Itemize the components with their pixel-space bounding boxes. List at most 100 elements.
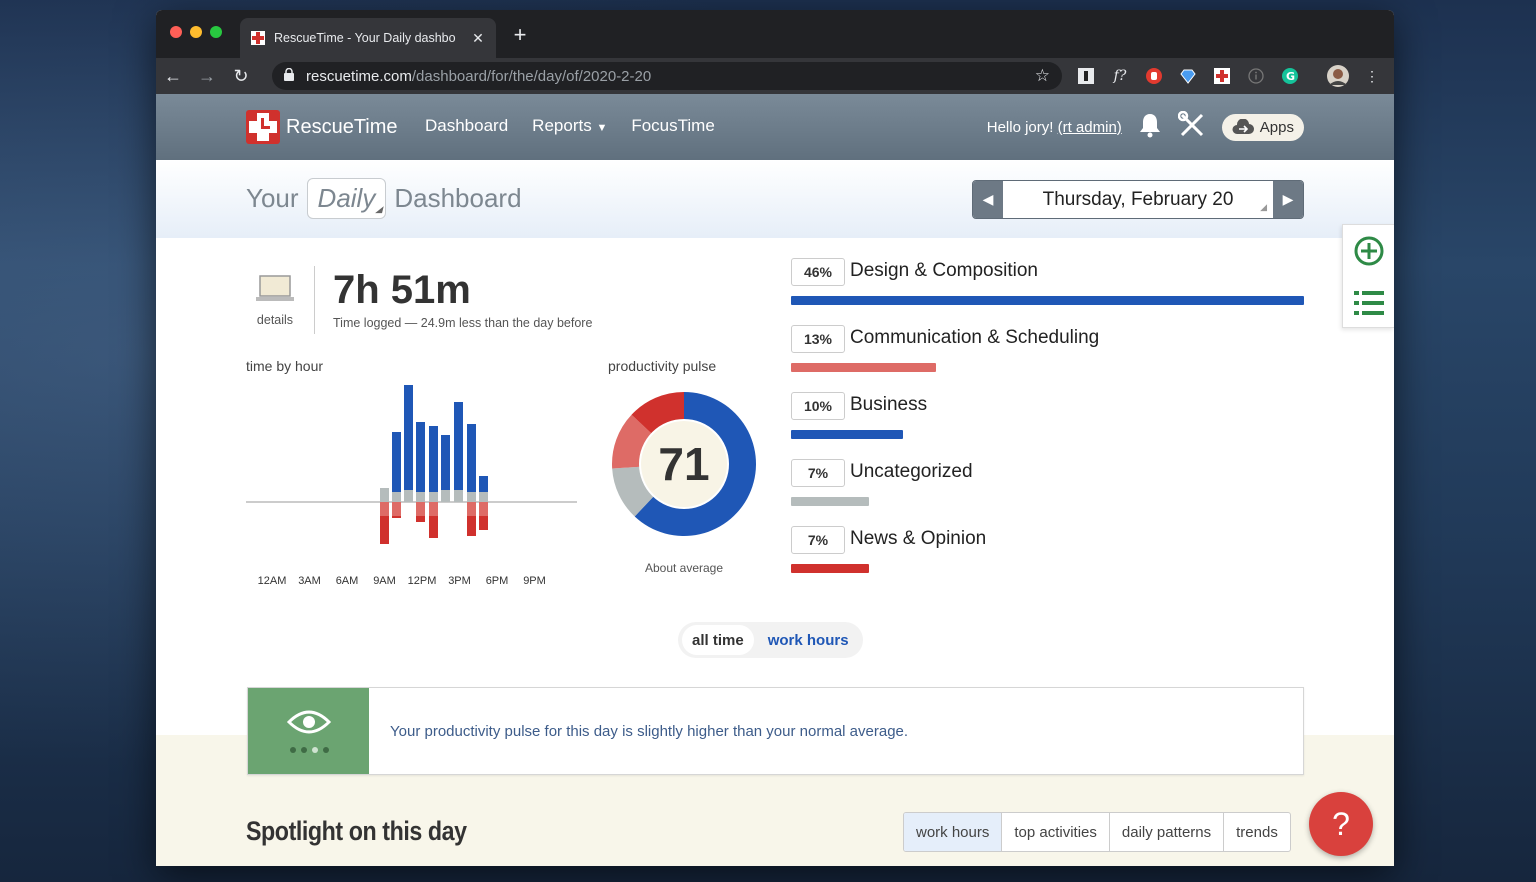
period-selector[interactable]: Daily ◢ <box>306 178 387 219</box>
instapaper-extension-icon[interactable] <box>1074 64 1098 88</box>
back-icon[interactable]: ← <box>164 65 182 86</box>
distracting-segment <box>479 502 488 516</box>
formula-extension-icon[interactable]: f? <box>1113 68 1127 84</box>
browser-window: RescueTime - Your Daily dashbo ✕ + ← → ↻… <box>156 10 1394 866</box>
nav-dashboard[interactable]: Dashboard <box>425 116 509 135</box>
next-day-button[interactable]: ▶ <box>1273 181 1303 218</box>
header-right: Hello jory! (rt admin) Apps <box>987 110 1304 143</box>
category-row[interactable]: 7% Uncategorized <box>791 457 1304 524</box>
hour-bar[interactable] <box>467 424 476 536</box>
corner-triangle-icon: ◢ <box>1260 202 1267 212</box>
new-tab-button[interactable]: + <box>513 22 527 47</box>
maximize-window-button[interactable] <box>210 26 222 38</box>
details-button[interactable]: details <box>246 266 304 334</box>
hour-bar[interactable] <box>392 432 401 518</box>
hour-tick-label: 9PM <box>523 575 546 587</box>
hour-bar[interactable] <box>429 426 438 538</box>
nav-reports-label: Reports <box>532 116 592 135</box>
list-view-button[interactable] <box>1343 277 1394 329</box>
neutral-segment <box>429 492 438 502</box>
browser-tab[interactable]: RescueTime - Your Daily dashbo ✕ <box>240 18 496 58</box>
nav-focustime[interactable]: FocusTime <box>631 116 715 135</box>
carousel-dots-icon[interactable] <box>288 745 330 755</box>
all-time-option[interactable]: all time <box>682 625 754 655</box>
category-row[interactable]: 13% Communication & Scheduling <box>791 323 1304 390</box>
tools-icon[interactable] <box>1177 110 1206 143</box>
info-extension-icon[interactable] <box>1244 64 1268 88</box>
browser-menu-icon[interactable]: ⋮ <box>1365 67 1379 84</box>
tab-close-icon[interactable]: ✕ <box>472 29 484 46</box>
category-row[interactable]: 7% News & Opinion <box>791 524 1304 591</box>
category-row[interactable]: 10% Business <box>791 390 1304 457</box>
hour-tick-label: 3AM <box>298 575 321 587</box>
category-name[interactable]: Communication & Scheduling <box>850 327 1100 348</box>
hour-bar[interactable] <box>441 435 450 502</box>
pulse-segment <box>634 392 756 536</box>
category-row[interactable]: 46% Design & Composition <box>791 256 1304 323</box>
pulse-segment <box>612 414 652 469</box>
hour-bar[interactable] <box>479 476 488 530</box>
previous-day-button[interactable]: ◀ <box>973 181 1003 218</box>
hour-bar[interactable] <box>454 402 463 502</box>
category-percent: 13% <box>791 325 845 353</box>
category-name[interactable]: Business <box>850 394 928 415</box>
productivity-pulse-caption: About average <box>644 561 724 575</box>
spotlight-tab-daily-patterns[interactable]: daily patterns <box>1110 813 1225 851</box>
add-offline-time-button[interactable] <box>1343 225 1394 277</box>
hour-bar[interactable] <box>416 422 425 522</box>
work-hours-option[interactable]: work hours <box>767 631 849 649</box>
list-icon <box>1353 291 1384 315</box>
admin-link[interactable]: (rt admin) <box>1057 118 1122 136</box>
app-header: RescueTime Dashboard Reports ▼ FocusTime… <box>156 94 1394 160</box>
url-path: /dashboard/for/the/day/of/2020-2-20 <box>411 67 652 85</box>
period-label: Daily <box>317 183 376 213</box>
hour-bar[interactable] <box>404 385 413 502</box>
rescuetime-extension-icon[interactable] <box>1210 64 1234 88</box>
spotlight-tab-work-hours[interactable]: work hours <box>904 813 1003 851</box>
insight-card: Your productivity pulse for this day is … <box>247 687 1304 775</box>
title-prefix: Your <box>246 183 299 213</box>
category-name[interactable]: News & Opinion <box>850 528 987 549</box>
category-name[interactable]: Uncategorized <box>850 461 973 482</box>
bell-icon[interactable] <box>1138 112 1162 142</box>
very-distracting-segment <box>416 516 425 522</box>
pulse-segment <box>631 392 684 434</box>
productive-segment <box>479 476 488 492</box>
profile-avatar[interactable] <box>1326 64 1350 88</box>
hour-bar[interactable] <box>380 488 389 544</box>
pulse-score: 71 <box>658 438 709 490</box>
stop-hand-extension-icon[interactable] <box>1142 64 1166 88</box>
insight-icon-box <box>248 688 369 774</box>
minimize-window-button[interactable] <box>190 26 202 38</box>
reload-icon[interactable]: ↻ <box>233 65 249 86</box>
diamond-extension-icon[interactable] <box>1176 64 1200 88</box>
greeting: Hello jory! (rt admin) <box>987 119 1122 136</box>
hour-tick-label: 12AM <box>258 575 287 587</box>
laptop-icon <box>256 275 294 301</box>
grammarly-extension-icon[interactable]: G <box>1278 64 1302 88</box>
help-button[interactable]: ? <box>1309 792 1373 856</box>
very-distracting-segment <box>392 516 401 518</box>
close-window-button[interactable] <box>170 26 182 38</box>
productivity-pulse-donut[interactable]: 71 <box>608 388 760 540</box>
summary-divider <box>314 266 315 334</box>
address-bar[interactable]: rescuetime.com/dashboard/for/the/day/of/… <box>272 62 1062 90</box>
hour-tick-label: 12PM <box>408 575 437 587</box>
date-picker[interactable]: Thursday, February 20 ◢ <box>1003 181 1273 218</box>
forward-icon[interactable]: → <box>198 65 216 86</box>
category-breakdown: 46% Design & Composition 13% Communication … <box>791 256 1304 591</box>
spotlight-tab-trends[interactable]: trends <box>1236 823 1278 841</box>
browser-toolbar: ← → ↻ rescuetime.com/dashboard/for/the/d… <box>156 58 1394 94</box>
date-navigator: ◀ Thursday, February 20 ◢ ▶ <box>972 180 1304 219</box>
rescuetime-logo[interactable]: RescueTime <box>246 110 398 144</box>
category-percent: 10% <box>791 392 845 420</box>
spotlight-tab-top-activities[interactable]: top activities <box>1002 813 1110 851</box>
bookmark-star-icon[interactable]: ☆ <box>1034 66 1050 85</box>
time-logged-block: 7h 51m Time logged — 24.9m less than the… <box>333 266 592 334</box>
title-suffix: Dashboard <box>394 183 522 213</box>
apps-button[interactable]: Apps <box>1221 113 1304 141</box>
brand-name: RescueTime <box>286 115 398 138</box>
time-by-hour-chart: 12AM 3AM 6AM 9AM 12PM 3PM 6PM 9PM <box>246 385 577 587</box>
nav-reports[interactable]: Reports ▼ <box>532 116 607 136</box>
category-name[interactable]: Design & Composition <box>850 260 1038 281</box>
